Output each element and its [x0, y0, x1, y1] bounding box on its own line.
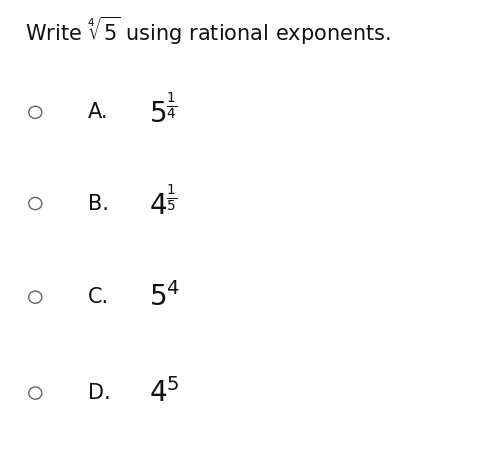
Text: $5^{4}$: $5^{4}$	[149, 282, 180, 312]
Text: $5^{\frac{1}{4}}$: $5^{\frac{1}{4}}$	[149, 95, 177, 130]
Text: B.: B.	[88, 194, 109, 213]
Text: D.: D.	[88, 383, 111, 403]
Text: Write $\sqrt[4]{5}$ using rational exponents.: Write $\sqrt[4]{5}$ using rational expon…	[25, 15, 391, 46]
Text: $4^{5}$: $4^{5}$	[149, 378, 179, 408]
Text: $4^{\frac{1}{5}}$: $4^{\frac{1}{5}}$	[149, 186, 177, 221]
Text: A.: A.	[88, 102, 109, 122]
Text: C.: C.	[88, 287, 109, 307]
